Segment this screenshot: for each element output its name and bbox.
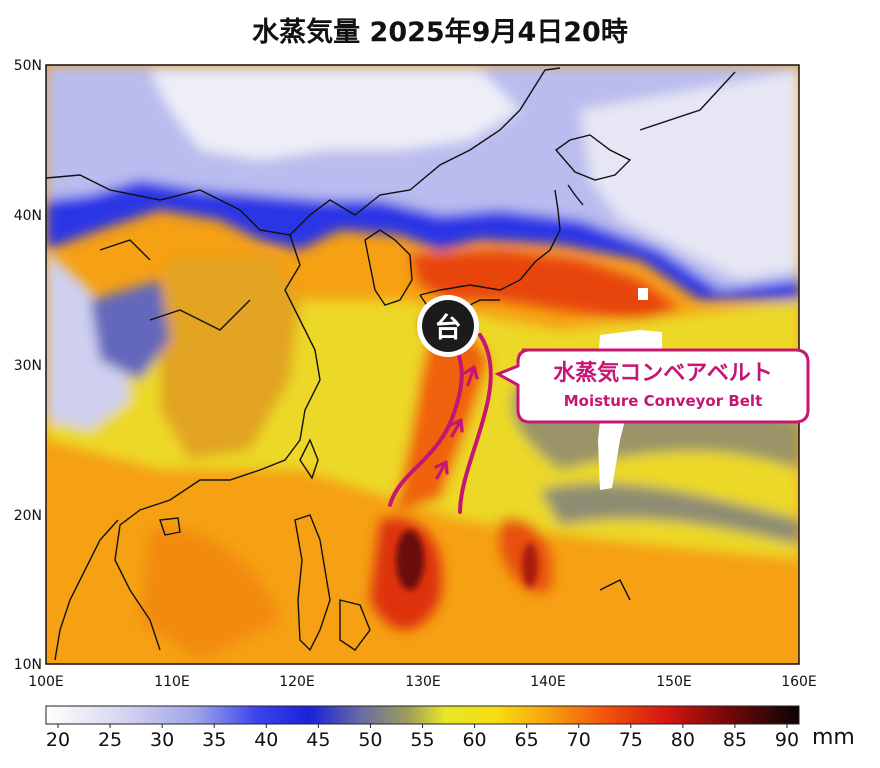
colorbar-tick-label: 45 — [306, 729, 330, 751]
typhoon-marker: 台 — [417, 295, 479, 357]
lat-label: 40N — [14, 208, 42, 224]
flow-arrows — [434, 365, 479, 480]
callout-title-en: Moisture Conveyor Belt — [564, 392, 763, 410]
colorbar-tick-label: 85 — [723, 729, 747, 751]
lat-label: 10N — [14, 657, 42, 673]
colorbar-tick-label: 30 — [150, 729, 174, 751]
colorbar-tick-label: 20 — [46, 729, 70, 751]
colorbar-tick-label: 65 — [515, 729, 539, 751]
lon-label: 100E — [28, 674, 64, 690]
colorbar-tick-label: 60 — [462, 729, 486, 751]
colorbar-unit: mm — [812, 725, 855, 750]
colorbar-gradient — [45, 705, 800, 725]
callout-title-ja: 水蒸気コンベアベルト — [553, 360, 773, 386]
callout-box: 水蒸気コンベアベルト Moisture Conveyor Belt — [494, 348, 810, 424]
colorbar-tick-label: 75 — [619, 729, 643, 751]
lon-label: 130E — [405, 674, 441, 690]
lon-label: 160E — [781, 674, 817, 690]
lon-label: 150E — [656, 674, 692, 690]
colorbar-tick-label: 70 — [567, 729, 591, 751]
lon-label: 140E — [530, 674, 566, 690]
map-title: 水蒸気量 2025年9月4日20時 — [252, 17, 628, 48]
colorbar-tick-label: 40 — [254, 729, 278, 751]
conveyor-belt-outline — [388, 333, 493, 514]
colorbar-tick-label: 25 — [98, 729, 122, 751]
colorbar-tick-label: 80 — [671, 729, 695, 751]
colorbar-tick-label: 50 — [358, 729, 382, 751]
lon-label: 110E — [154, 674, 190, 690]
lat-label: 50N — [14, 58, 42, 74]
colorbar-tick-label: 35 — [202, 729, 226, 751]
typhoon-ring-inner — [422, 300, 474, 352]
coastlines — [46, 67, 736, 661]
lat-label: 20N — [14, 508, 42, 524]
colorbar-ticks: 20 25 30 35 40 45 50 55 60 65 70 75 80 85 90 — [46, 724, 799, 751]
longitude-axis: 100E 110E 120E 130E 140E 150E 160E — [28, 674, 817, 690]
colorbar: 20 25 30 35 40 45 50 55 60 65 70 75 80 85 90 mm — [45, 705, 855, 751]
colorbar-tick-label: 90 — [775, 729, 799, 751]
lon-label: 120E — [279, 674, 315, 690]
lat-label: 30N — [14, 358, 42, 374]
typhoon-symbol: 台 — [435, 312, 462, 344]
latitude-axis: 50N 40N 30N 20N 10N — [14, 58, 42, 673]
colorbar-tick-label: 55 — [410, 729, 434, 751]
